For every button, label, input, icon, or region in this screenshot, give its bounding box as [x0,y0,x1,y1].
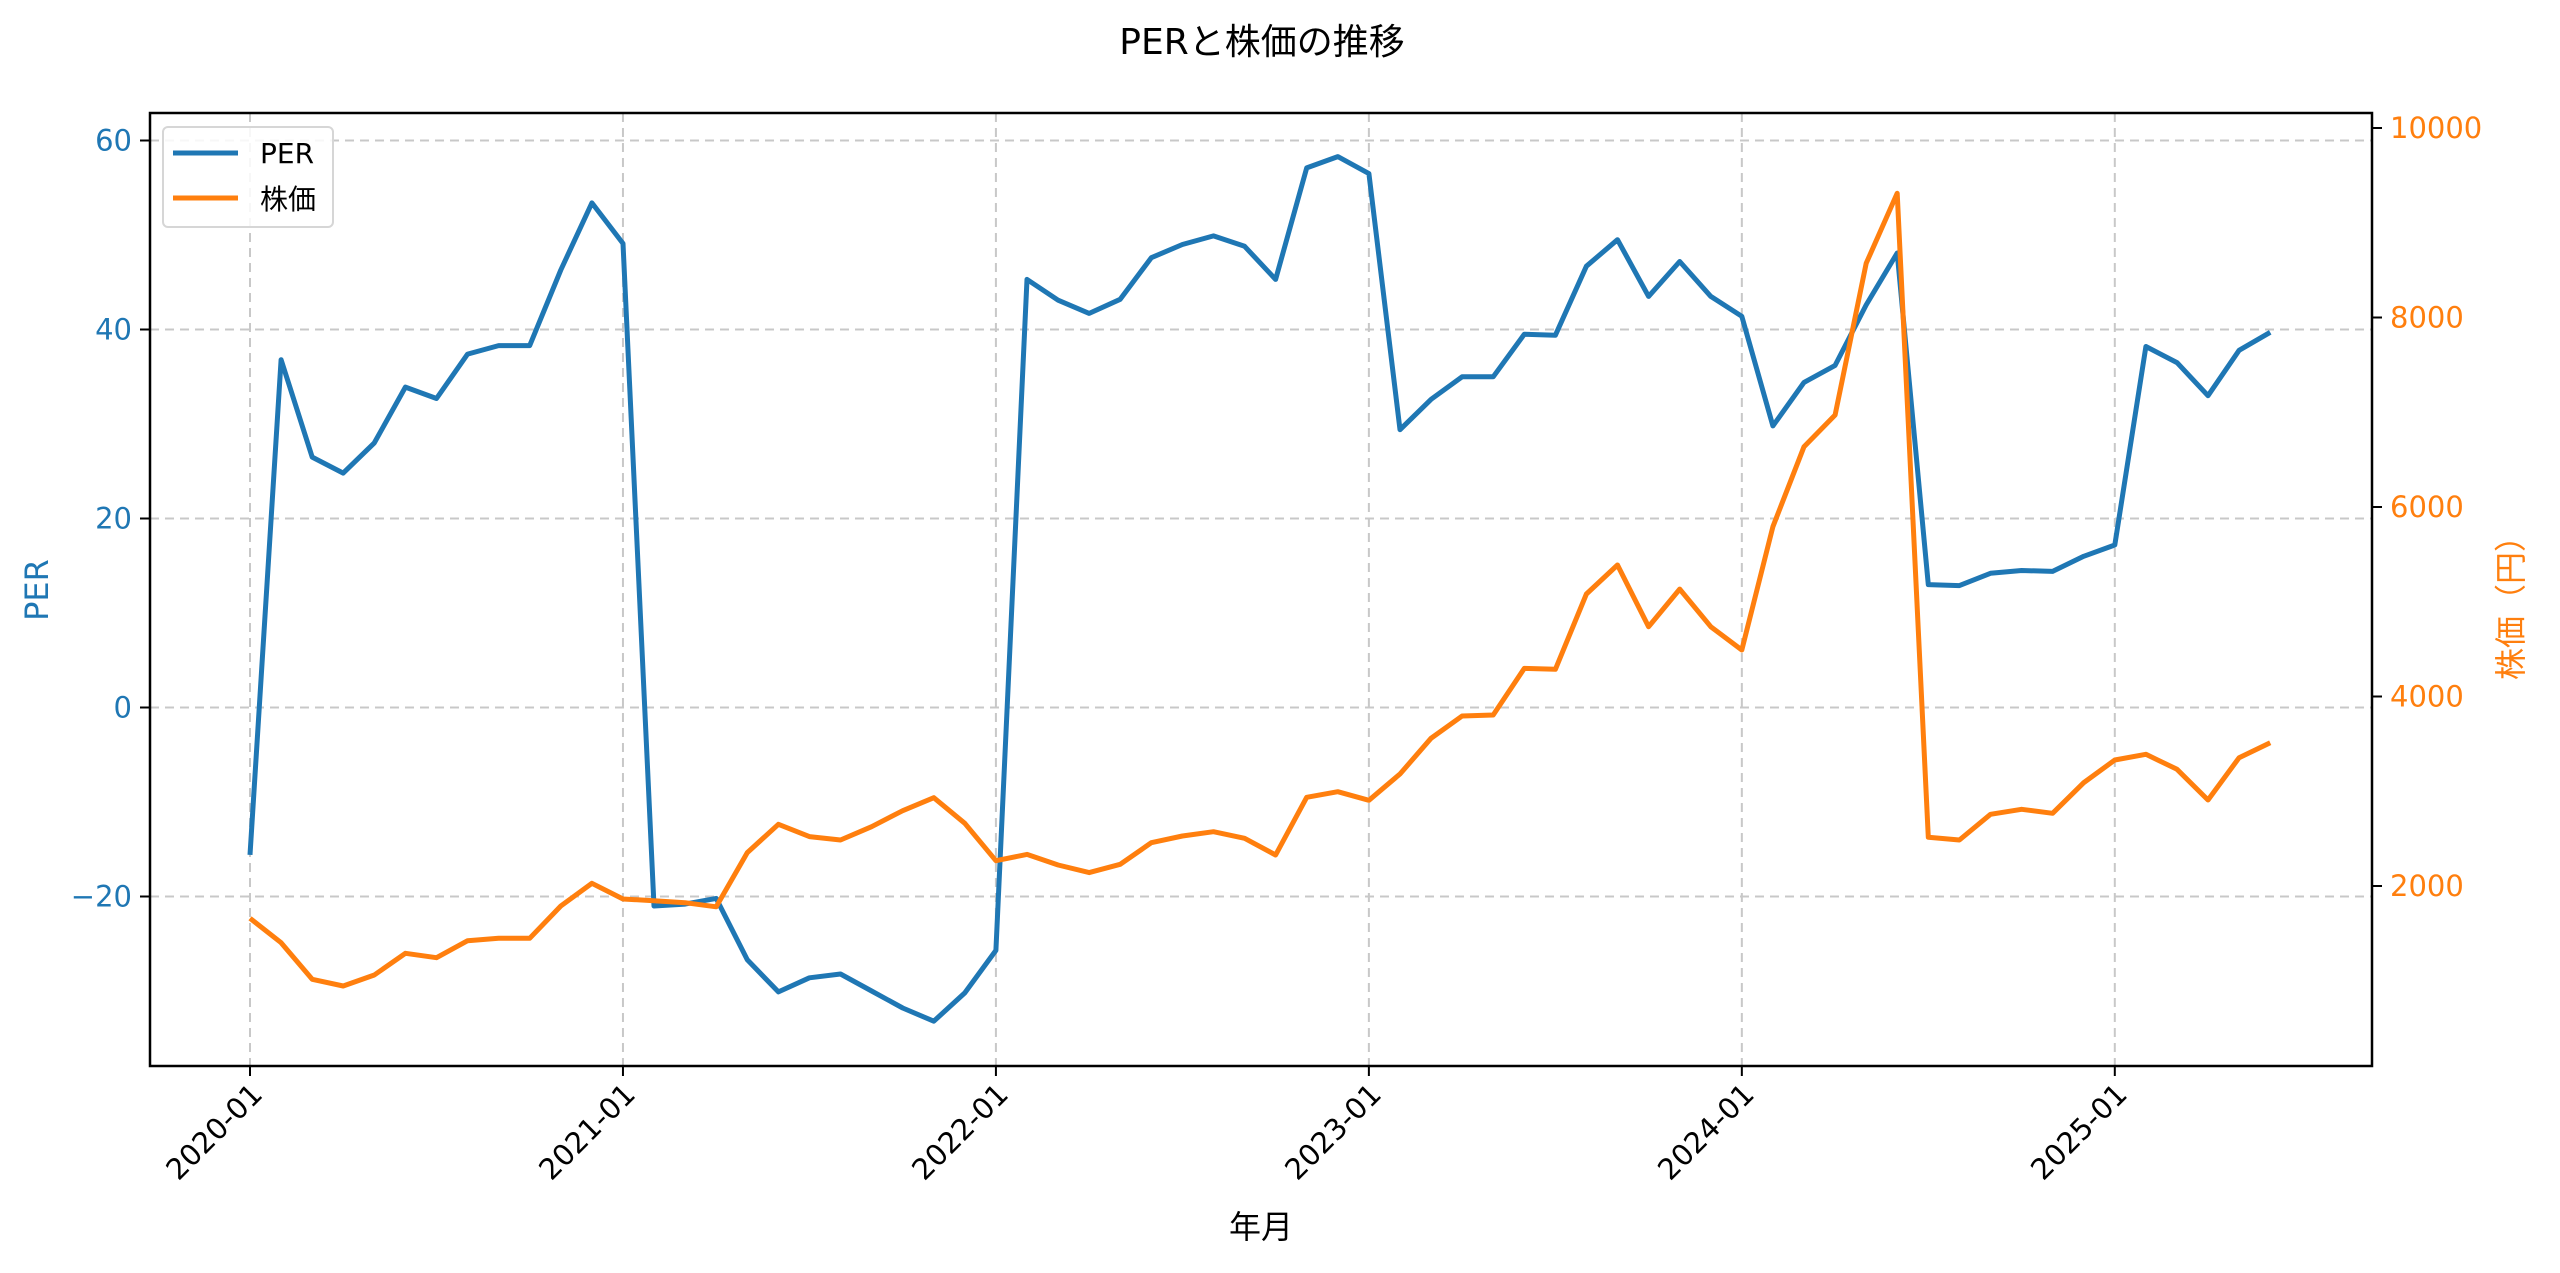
x-tick-label: 2021-01 [532,1077,642,1187]
x-axis: 2020-01 2021-01 2022-01 2023-01 2024-01 2025-… [159,1066,2134,1187]
y-right-tick-label: 4000 [2390,680,2464,714]
x-axis-label: 年月 [1229,1208,1293,1246]
legend-per-label: PER [260,137,314,170]
grid-lines [150,113,2372,1066]
y-right-tick-label: 10000 [2390,111,2482,145]
plot-frame [148,111,2374,1068]
y-axis-left-label: PER [18,559,56,621]
x-tick-label: 2024-01 [1651,1077,1761,1187]
y-left-tick-label: 40 [95,313,132,347]
y-right-tick-label: 2000 [2390,869,2464,903]
x-tick-label: 2023-01 [1278,1077,1388,1187]
chart-title: PERと株価の推移 [1119,22,1404,63]
legend: PER 株価 [162,126,334,228]
y-left-tick-label: −20 [71,880,132,914]
x-tick-label: 2020-01 [159,1077,269,1187]
y-axis-right: 10000 8000 6000 4000 2000 [2372,111,2482,903]
per-line [247,154,2272,1024]
y-right-tick-label: 6000 [2390,490,2464,524]
x-tick-label: 2025-01 [2024,1077,2134,1187]
y-axis-left: 60 40 20 0 −20 [71,124,150,914]
y-axis-right-label: 株価（円） [2492,520,2530,680]
price-line [248,190,2272,989]
x-tick-label: 2022-01 [905,1077,1015,1187]
plot-series [247,154,2272,1024]
y-left-tick-label: 0 [114,691,132,725]
y-left-tick-label: 20 [95,502,132,536]
legend-price-label: 株価 [260,183,316,216]
y-left-tick-label: 60 [95,124,132,158]
y-right-tick-label: 8000 [2390,301,2464,335]
